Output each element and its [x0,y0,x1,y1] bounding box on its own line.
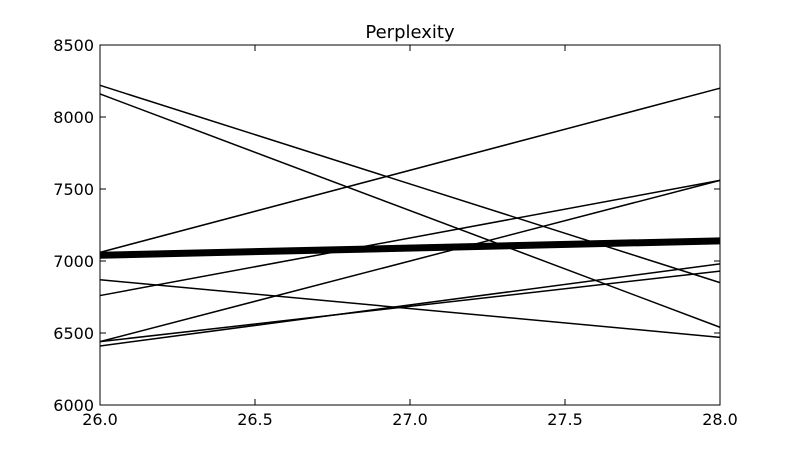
y-tick-label: 7500 [53,180,94,199]
x-tick-label: 27.0 [392,410,428,429]
y-tick-label: 6500 [53,324,94,343]
chart-title: Perplexity [365,22,455,43]
y-tick-label: 8500 [53,36,94,55]
series-line-3 [99,87,721,254]
x-tick-label: 26.0 [82,410,118,429]
series-line-emphasized [99,237,721,259]
series-line-6 [99,278,721,339]
plot-frame [99,44,721,406]
y-tick-label: 6000 [53,396,94,415]
series-line-8 [99,263,721,347]
x-tick-label: 28.0 [702,410,738,429]
series-line-5 [99,179,721,343]
axis-ticks: 26.0 26.5 27.0 27.5 28.0 6000 6500 7000 7500 8000… [53,36,738,429]
y-tick-label: 8000 [53,108,94,127]
series-line-1 [99,84,721,284]
series-line-4 [99,179,721,297]
series-line-2 [99,93,721,328]
series-line-7 [99,270,721,343]
x-tick-label: 26.5 [237,410,273,429]
x-tick-label: 27.5 [547,410,583,429]
series-layer [99,84,721,347]
y-tick-label: 7000 [53,252,94,271]
